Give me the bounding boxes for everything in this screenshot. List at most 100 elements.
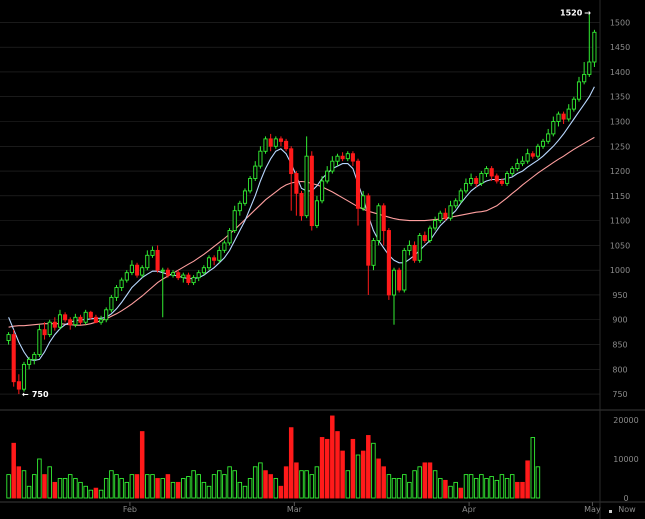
volume-bar	[114, 474, 119, 499]
price-tick-label: 1250	[610, 142, 630, 151]
time-tick-label: May	[584, 505, 601, 514]
volume-bar	[273, 478, 279, 499]
price-axis: 750 800 850 900 950 1000 1050 1100 1150 1200 1250 1…	[610, 18, 630, 399]
candle	[345, 153, 350, 160]
volume-bar	[489, 476, 494, 499]
volume-bar	[309, 474, 315, 499]
price-tick-label: 1350	[610, 93, 630, 102]
volume-bar	[525, 460, 530, 499]
candle	[499, 180, 504, 184]
candle	[314, 200, 319, 227]
candle	[160, 269, 165, 272]
price-tick-label: 1150	[610, 192, 630, 201]
volume-bar	[371, 442, 376, 499]
price-tick-label: 1050	[610, 241, 630, 250]
annotations: 1520 750 → ←	[22, 8, 591, 399]
candle	[448, 205, 453, 219]
volume-bar	[237, 481, 243, 499]
volume-bar	[98, 489, 104, 499]
candle	[571, 98, 576, 110]
candle	[83, 311, 88, 323]
candle	[484, 168, 489, 175]
volume-bar	[479, 474, 484, 499]
candle	[463, 183, 469, 192]
candle	[289, 148, 294, 175]
price-tick-label: 750	[612, 390, 627, 399]
candle	[427, 227, 433, 241]
candle	[11, 334, 16, 383]
candle	[278, 138, 284, 142]
volume-bar	[407, 481, 412, 499]
volume-bar	[109, 470, 114, 499]
candle	[443, 212, 448, 219]
volume-bar	[67, 474, 73, 499]
volume-bar	[37, 458, 42, 499]
candle	[237, 202, 242, 212]
candle	[114, 287, 119, 298]
volume-bar	[73, 478, 78, 499]
candle	[242, 190, 248, 204]
volume-tick-label: 0	[623, 494, 628, 503]
volume-bar	[93, 487, 99, 499]
volume-bar	[417, 466, 422, 499]
candle	[129, 264, 134, 274]
now-marker	[609, 510, 612, 513]
volume-bar	[499, 474, 505, 499]
candle	[335, 155, 340, 162]
price-tick-label: 800	[612, 365, 627, 374]
candle	[422, 235, 427, 241]
volume-bar	[376, 458, 381, 499]
candle	[299, 192, 304, 217]
candle	[68, 319, 73, 326]
volume-axis: 0 10000 20000	[613, 416, 638, 503]
volume-bar	[211, 474, 217, 499]
candle	[469, 178, 474, 184]
volume-bar	[319, 437, 325, 499]
volume-bar	[155, 478, 160, 499]
candle	[222, 242, 227, 251]
candle	[150, 249, 155, 256]
candle	[540, 140, 546, 147]
candle	[181, 274, 186, 279]
candle	[535, 145, 540, 157]
price-tick-label: 1450	[610, 43, 630, 52]
candle	[16, 381, 21, 390]
candle	[78, 316, 83, 323]
candle	[170, 272, 176, 276]
volume-bar	[165, 474, 171, 499]
candle	[407, 244, 412, 251]
candle	[124, 272, 129, 281]
volume-bar	[119, 478, 124, 499]
volume-bar	[42, 474, 47, 499]
candle	[386, 230, 391, 296]
candle	[191, 277, 196, 284]
volume-bar	[11, 442, 16, 499]
volume-bar	[391, 478, 397, 499]
volume-bar	[314, 466, 320, 499]
volume-bar	[247, 478, 253, 499]
price-tick-label: 1000	[610, 266, 630, 275]
volume-bar	[458, 487, 464, 499]
candle	[592, 31, 597, 63]
volume-bar	[32, 474, 37, 499]
volume-bar	[196, 474, 201, 499]
volume-bar	[366, 435, 371, 499]
time-tick-label: Mar	[287, 505, 303, 514]
candle	[140, 267, 145, 276]
candle	[263, 138, 268, 152]
volume-bar	[355, 454, 361, 499]
volume-bar	[330, 415, 335, 499]
candle	[412, 244, 417, 261]
candle	[582, 73, 587, 83]
candle	[145, 254, 150, 269]
price-tick-label: 1200	[610, 167, 630, 176]
volume-bar	[335, 431, 340, 499]
candle	[284, 140, 289, 150]
candle	[381, 205, 386, 232]
volume-bar	[124, 481, 130, 499]
candle	[155, 249, 160, 271]
candle	[350, 153, 355, 162]
candle	[402, 249, 407, 291]
candle	[32, 353, 37, 360]
